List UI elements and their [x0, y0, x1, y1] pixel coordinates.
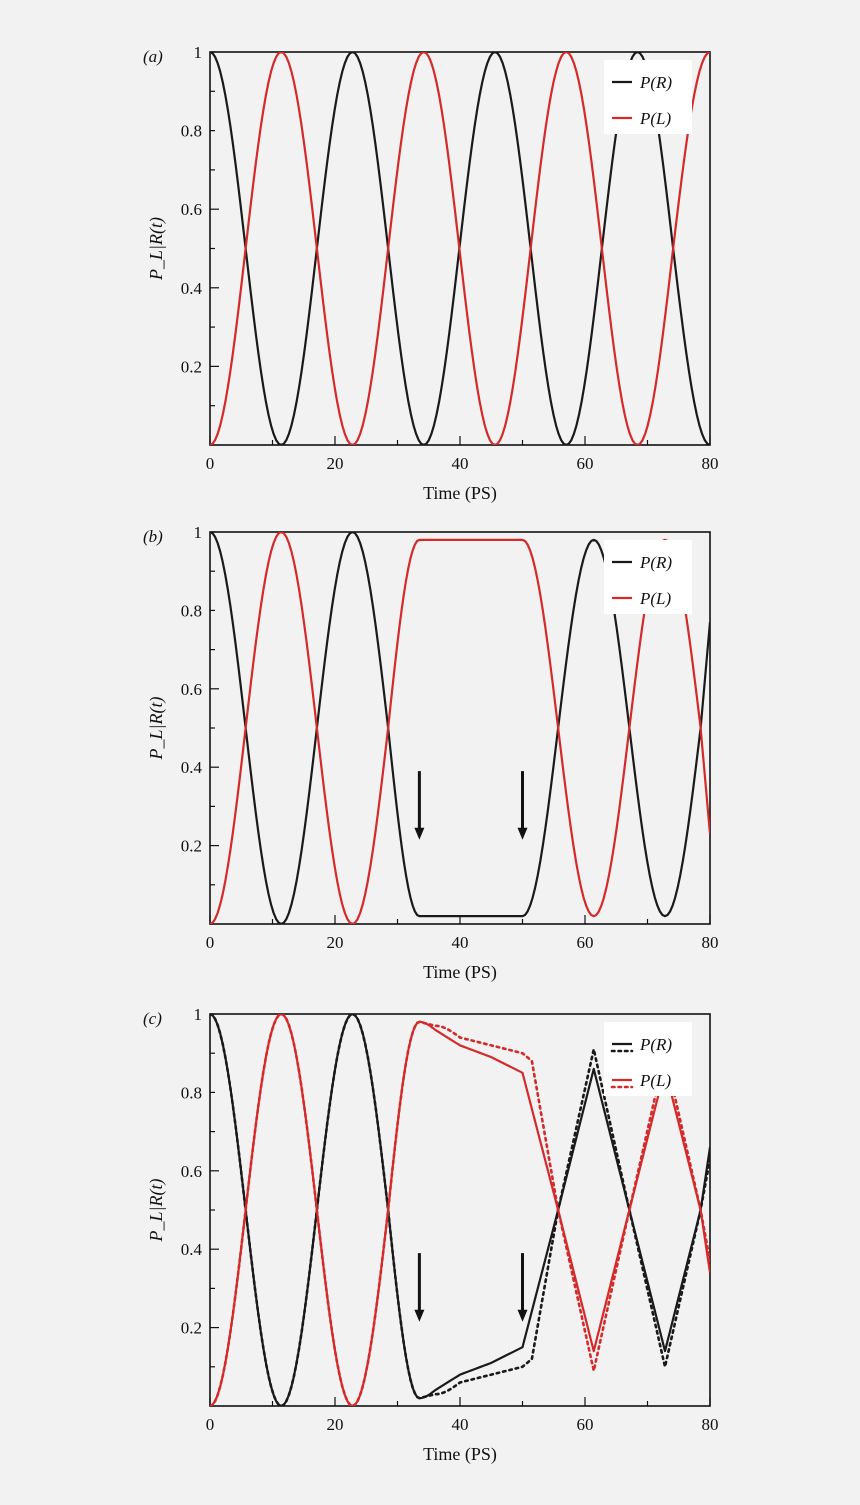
x-tick-label: 60: [577, 1415, 594, 1434]
x-axis-label: Time (PS): [423, 483, 497, 504]
legend-label: P(R): [639, 1035, 672, 1054]
y-tick-label: 0.4: [181, 1240, 203, 1259]
x-tick-label: 0: [206, 454, 215, 473]
arrow-head: [414, 827, 425, 840]
chart-panel-2: 0 20 40 60 80 0.2 0.4 0.6 0.8 1 (b) Time (PS) P_L|R(…: [143, 523, 719, 983]
y-tick-label: 1: [194, 43, 203, 62]
y-axis-label: P_L|R(t): [146, 697, 167, 761]
y-tick-label: 1: [194, 523, 203, 542]
legend-box: [604, 1022, 692, 1096]
y-tick-label: 0.4: [181, 279, 203, 298]
chart-panel-3: 0 20 40 60 80 0.2 0.4 0.6 0.8 1 (c) Time (PS) P_L|R(…: [143, 1005, 719, 1465]
x-axis-label: Time (PS): [423, 1444, 497, 1465]
legend-label: P(L): [639, 109, 672, 128]
panel-label: (c): [143, 1009, 162, 1028]
y-tick-label: 0.8: [181, 601, 202, 620]
y-tick-label: 0.6: [181, 200, 202, 219]
x-tick-label: 0: [206, 933, 215, 952]
legend-box: [604, 540, 692, 614]
y-axis-label: P_L|R(t): [146, 1179, 167, 1243]
y-tick-label: 1: [194, 1005, 203, 1024]
y-tick-label: 0.4: [181, 758, 203, 777]
chart-panel-1: 0 20 40 60 80 0.2 0.4 0.6 0.8 1 (a) Time (PS) P_L|R(…: [143, 43, 719, 504]
legend-label: P(L): [639, 589, 672, 608]
legend-label: P(R): [639, 73, 672, 92]
y-tick-label: 0.2: [181, 1319, 202, 1338]
y-tick-label: 0.6: [181, 680, 202, 699]
series-line-pl-dotted: [210, 1014, 710, 1406]
x-tick-label: 60: [577, 454, 594, 473]
legend-label: P(R): [639, 553, 672, 572]
x-tick-label: 40: [452, 1415, 469, 1434]
arrow-head: [414, 1309, 425, 1322]
series-line-pr-dotted: [210, 1014, 710, 1406]
series-line-pr: [210, 532, 710, 924]
x-tick-label: 20: [327, 454, 344, 473]
y-axis-label: P_L|R(t): [146, 217, 167, 281]
x-tick-label: 80: [702, 1415, 719, 1434]
panel-label: (b): [143, 527, 163, 546]
arrow-head: [517, 1309, 528, 1322]
x-tick-label: 60: [577, 933, 594, 952]
x-tick-label: 40: [452, 933, 469, 952]
y-tick-label: 0.8: [181, 122, 202, 141]
x-tick-label: 80: [702, 454, 719, 473]
y-tick-label: 0.6: [181, 1162, 202, 1181]
panel-label: (a): [143, 47, 163, 66]
legend-label: P(L): [639, 1071, 672, 1090]
arrow-head: [517, 827, 528, 840]
x-axis-label: Time (PS): [423, 962, 497, 983]
x-tick-label: 20: [327, 1415, 344, 1434]
x-tick-label: 40: [452, 454, 469, 473]
series-line-pl: [210, 52, 710, 445]
x-tick-label: 80: [702, 933, 719, 952]
y-tick-label: 0.8: [181, 1083, 202, 1102]
y-tick-label: 0.2: [181, 357, 202, 376]
y-tick-label: 0.2: [181, 837, 202, 856]
x-tick-label: 20: [327, 933, 344, 952]
legend-box: [604, 60, 692, 134]
x-tick-label: 0: [206, 1415, 215, 1434]
